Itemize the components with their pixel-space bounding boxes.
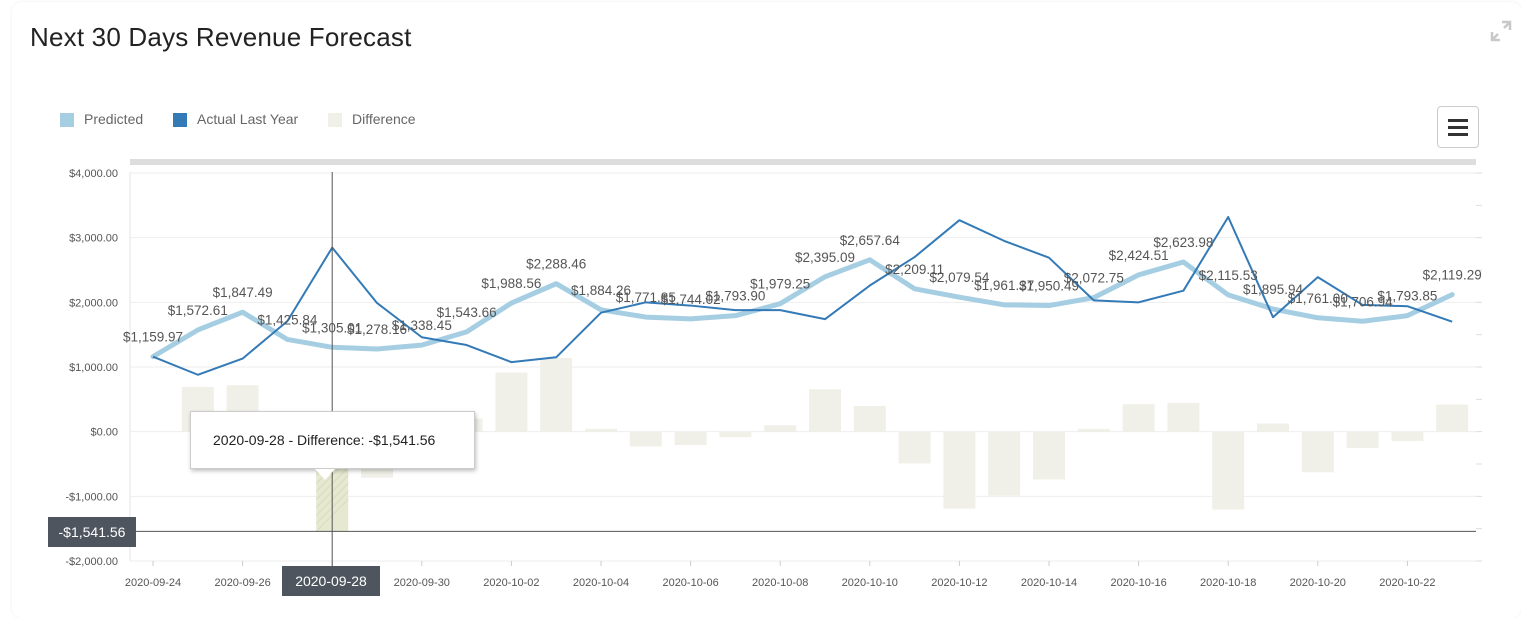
data-label: $1,793.85 — [1377, 289, 1437, 304]
legend-swatch-actual-last-year — [173, 113, 187, 127]
data-label: $2,657.64 — [840, 233, 901, 248]
data-label: $2,115.53 — [1199, 268, 1258, 283]
data-label: $1,425.84 — [257, 312, 318, 327]
expand-corner-icon[interactable] — [1490, 20, 1512, 42]
data-label: $1,338.45 — [392, 318, 452, 333]
x-tick-label: 2020-10-10 — [842, 577, 898, 589]
x-tick-label: 2020-10-06 — [662, 577, 718, 589]
data-label: $1,159.97 — [123, 330, 183, 345]
x-tick-label: 2020-10-04 — [573, 577, 629, 589]
tooltip: 2020-09-28 - Difference: -$1,541.56 — [190, 411, 475, 480]
data-label: $1,305.01 — [302, 320, 362, 335]
series-line-predicted — [150, 257, 1455, 360]
difference-bar — [1257, 423, 1289, 432]
x-tick-label: 2020-09-26 — [214, 577, 270, 589]
x-tick-label: 2020-10-18 — [1200, 577, 1256, 589]
difference-bar — [1167, 402, 1200, 432]
data-label: $2,072.75 — [1064, 271, 1124, 286]
data-label: $1,793.90 — [705, 289, 765, 304]
difference-bar — [1346, 431, 1379, 449]
x-tick-label: 2020-10-14 — [1021, 577, 1077, 589]
data-label: $1,988.56 — [481, 276, 541, 291]
data-label: $2,209.11 — [885, 262, 944, 277]
x-tick-label: 2020-10-20 — [1290, 577, 1346, 589]
x-tick-label: 2020-10-12 — [931, 577, 987, 589]
difference-bar — [1077, 428, 1110, 432]
data-label: $2,623.98 — [1153, 235, 1213, 250]
y-tick-label: -$2,000.00 — [65, 556, 118, 568]
x-tick-label: 2020-10-08 — [752, 577, 808, 589]
tooltip-text: 2020-09-28 - Difference: -$1,541.56 — [213, 432, 436, 448]
data-label: $1,572.61 — [168, 303, 228, 318]
y-tick-label: -$1,000.00 — [65, 491, 118, 503]
difference-bar — [764, 425, 797, 432]
data-label: $1,847.49 — [213, 285, 273, 300]
chart-top-strip — [130, 159, 1476, 165]
difference-bar — [1436, 404, 1469, 432]
difference-bar — [1122, 404, 1155, 432]
x-tick-label: 2020-10-22 — [1379, 577, 1435, 589]
legend-label: Predicted — [84, 111, 144, 127]
chart-menu-button[interactable] — [1437, 106, 1479, 148]
data-label: $1,895.94 — [1243, 282, 1304, 297]
difference-bar — [898, 431, 931, 464]
difference-bar — [809, 389, 841, 432]
difference-bar — [674, 431, 707, 445]
y-tick-label: $3,000.00 — [69, 233, 118, 245]
data-label: $1,744.02 — [661, 292, 721, 307]
data-label: $1,278.16 — [347, 322, 407, 337]
difference-bar — [540, 358, 573, 432]
y-tick-label: $2,000.00 — [69, 297, 118, 309]
x-tick-label: 2020-09-24 — [125, 577, 181, 589]
tooltip-arrow — [315, 469, 335, 480]
difference-bar — [585, 428, 617, 432]
data-label: $1,543.66 — [437, 305, 497, 320]
difference-bar — [943, 431, 976, 509]
difference-bar — [1212, 431, 1245, 510]
y-tick-label: $0.00 — [90, 427, 118, 439]
x-tick-label: 2020-10-16 — [1110, 577, 1166, 589]
legend-label: Actual Last Year — [197, 111, 299, 127]
difference-bar — [1391, 431, 1424, 442]
difference-bar — [495, 372, 528, 432]
y-tick-label: $1,000.00 — [69, 362, 118, 374]
data-label: $2,424.51 — [1109, 248, 1169, 263]
difference-bar — [1033, 431, 1065, 480]
crosshair-y-label: -$1,541.56 — [48, 517, 136, 547]
chart-title: Next 30 Days Revenue Forecast — [30, 22, 412, 52]
data-label: $1,979.25 — [750, 277, 810, 292]
data-label: $2,119.29 — [1423, 268, 1482, 283]
data-label: $2,395.09 — [795, 250, 855, 265]
legend-label: Difference — [352, 111, 416, 127]
data-label: $1,961.37 — [974, 278, 1034, 293]
data-label: $1,771.85 — [616, 290, 676, 305]
legend-swatch-difference — [328, 113, 342, 127]
data-label: $2,079.54 — [929, 270, 990, 285]
difference-bar — [853, 405, 886, 432]
difference-bar — [1301, 431, 1334, 473]
x-tick-label: 2020-09-30 — [394, 577, 450, 589]
data-label: $1,884.26 — [571, 283, 631, 298]
y-tick-label: $4,000.00 — [69, 168, 118, 180]
hamburger-menu-icon — [1448, 119, 1468, 122]
legend-swatch-predicted — [60, 113, 74, 127]
difference-bar — [629, 431, 662, 447]
crosshair-x-label: 2020-09-28 — [282, 566, 380, 596]
difference-bar — [719, 431, 752, 438]
data-label: $2,288.46 — [526, 257, 586, 272]
data-label: $1,706.94 — [1333, 294, 1394, 309]
series-line-actual-last-year — [152, 215, 1453, 376]
x-tick-label: 2020-10-02 — [483, 577, 539, 589]
data-label: $1,761.00 — [1288, 291, 1348, 306]
difference-bar — [988, 431, 1021, 496]
data-label: $1,950.49 — [1019, 279, 1079, 294]
